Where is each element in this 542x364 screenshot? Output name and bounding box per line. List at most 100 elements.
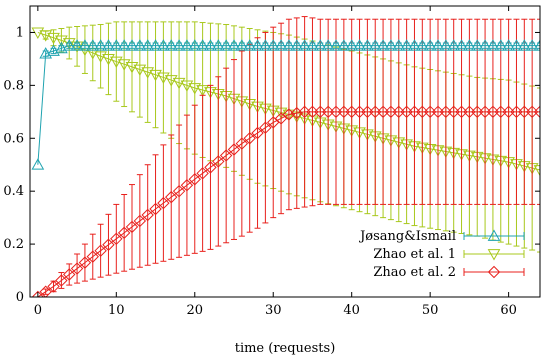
data-point bbox=[141, 67, 155, 79]
data-point bbox=[494, 39, 508, 51]
data-point bbox=[533, 39, 540, 51]
data-point bbox=[290, 39, 304, 51]
x-tick-label: 10 bbox=[108, 303, 125, 318]
data-point bbox=[39, 30, 53, 42]
data-point bbox=[188, 83, 202, 95]
data-point bbox=[470, 39, 484, 51]
x-tick-label: 0 bbox=[34, 303, 42, 318]
data-point bbox=[157, 72, 170, 84]
legend-marker bbox=[487, 229, 501, 241]
data-point bbox=[86, 39, 100, 51]
data-point bbox=[172, 77, 186, 90]
data-point bbox=[227, 39, 241, 51]
data-point bbox=[47, 44, 60, 56]
data-point bbox=[353, 39, 366, 51]
x-tick-label: 20 bbox=[186, 303, 203, 318]
data-point bbox=[196, 167, 209, 180]
data-point bbox=[180, 39, 194, 51]
legend-marker bbox=[487, 265, 501, 279]
data-point bbox=[31, 158, 45, 170]
data-point bbox=[259, 39, 272, 51]
data-point bbox=[102, 54, 115, 66]
plot-area bbox=[31, 16, 540, 297]
data-point bbox=[243, 39, 257, 51]
data-point bbox=[392, 39, 406, 51]
data-point bbox=[39, 47, 53, 59]
data-point bbox=[321, 39, 335, 51]
data-point bbox=[423, 39, 437, 51]
data-point bbox=[180, 80, 194, 92]
data-point bbox=[204, 161, 217, 174]
data-point bbox=[235, 137, 249, 150]
data-point bbox=[455, 39, 468, 51]
y-tick-label: 0.2 bbox=[3, 237, 24, 252]
data-point bbox=[141, 208, 154, 222]
data-point bbox=[55, 41, 68, 54]
y-tick-label: 0.6 bbox=[3, 131, 24, 146]
data-point bbox=[125, 220, 139, 234]
data-point bbox=[502, 39, 515, 51]
data-point bbox=[149, 69, 162, 82]
data-point bbox=[196, 39, 209, 51]
data-point bbox=[431, 39, 445, 51]
data-point bbox=[117, 226, 131, 240]
data-point bbox=[78, 39, 92, 51]
data-point bbox=[55, 274, 68, 287]
data-point bbox=[415, 39, 429, 51]
data-point bbox=[141, 39, 155, 51]
legend-label: Jøsang&Ismail bbox=[358, 229, 456, 244]
data-point bbox=[227, 143, 241, 156]
data-point bbox=[408, 39, 421, 51]
data-point bbox=[313, 39, 327, 51]
data-point bbox=[266, 39, 280, 51]
data-point bbox=[133, 64, 147, 77]
data-point bbox=[62, 39, 76, 51]
legend-item-zhao-et-al-2: Zhao et al. 2 bbox=[373, 265, 525, 280]
data-point bbox=[125, 39, 139, 51]
data-point bbox=[172, 184, 186, 198]
legend-marker bbox=[487, 249, 501, 261]
data-point bbox=[376, 39, 390, 51]
data-point bbox=[478, 39, 492, 51]
data-point bbox=[31, 27, 45, 39]
data-point bbox=[211, 39, 225, 51]
data-point bbox=[70, 39, 84, 51]
data-point bbox=[251, 126, 264, 140]
data-point bbox=[463, 39, 476, 51]
data-point bbox=[39, 285, 52, 297]
y-tick-label: 0 bbox=[16, 290, 24, 305]
data-point bbox=[196, 85, 209, 97]
data-point bbox=[133, 214, 147, 228]
data-point bbox=[164, 39, 178, 51]
data-point bbox=[282, 108, 296, 121]
data-point bbox=[47, 280, 60, 293]
plot-frame bbox=[29, 5, 541, 298]
data-point bbox=[510, 39, 523, 51]
data-point bbox=[251, 39, 264, 51]
legend: Jøsang&Ismail Zhao et al. 1 Zhao et al. 2 bbox=[358, 229, 525, 280]
data-point bbox=[94, 39, 107, 51]
data-point bbox=[525, 39, 539, 51]
axes: 0 10 20 30 40 50 60 0 0.2 0.4 0.6 0.8 1 bbox=[3, 6, 540, 318]
data-point bbox=[149, 202, 162, 216]
data-point bbox=[384, 39, 398, 51]
data-point bbox=[78, 256, 92, 269]
y-tick-label: 1 bbox=[16, 25, 24, 40]
data-point bbox=[219, 149, 233, 162]
data-point bbox=[55, 35, 68, 47]
x-tick-label: 30 bbox=[265, 303, 282, 318]
data-point bbox=[188, 39, 202, 51]
data-point bbox=[109, 56, 123, 69]
data-point bbox=[125, 61, 139, 74]
data-point bbox=[517, 39, 531, 51]
data-point bbox=[329, 39, 343, 51]
data-point bbox=[486, 39, 500, 51]
data-point bbox=[274, 112, 288, 125]
data-point bbox=[345, 39, 359, 51]
x-tick-label: 40 bbox=[343, 303, 360, 318]
data-point bbox=[109, 39, 123, 51]
data-point bbox=[290, 106, 303, 120]
data-point bbox=[172, 39, 186, 51]
data-point bbox=[306, 39, 319, 51]
data-point bbox=[282, 39, 296, 51]
